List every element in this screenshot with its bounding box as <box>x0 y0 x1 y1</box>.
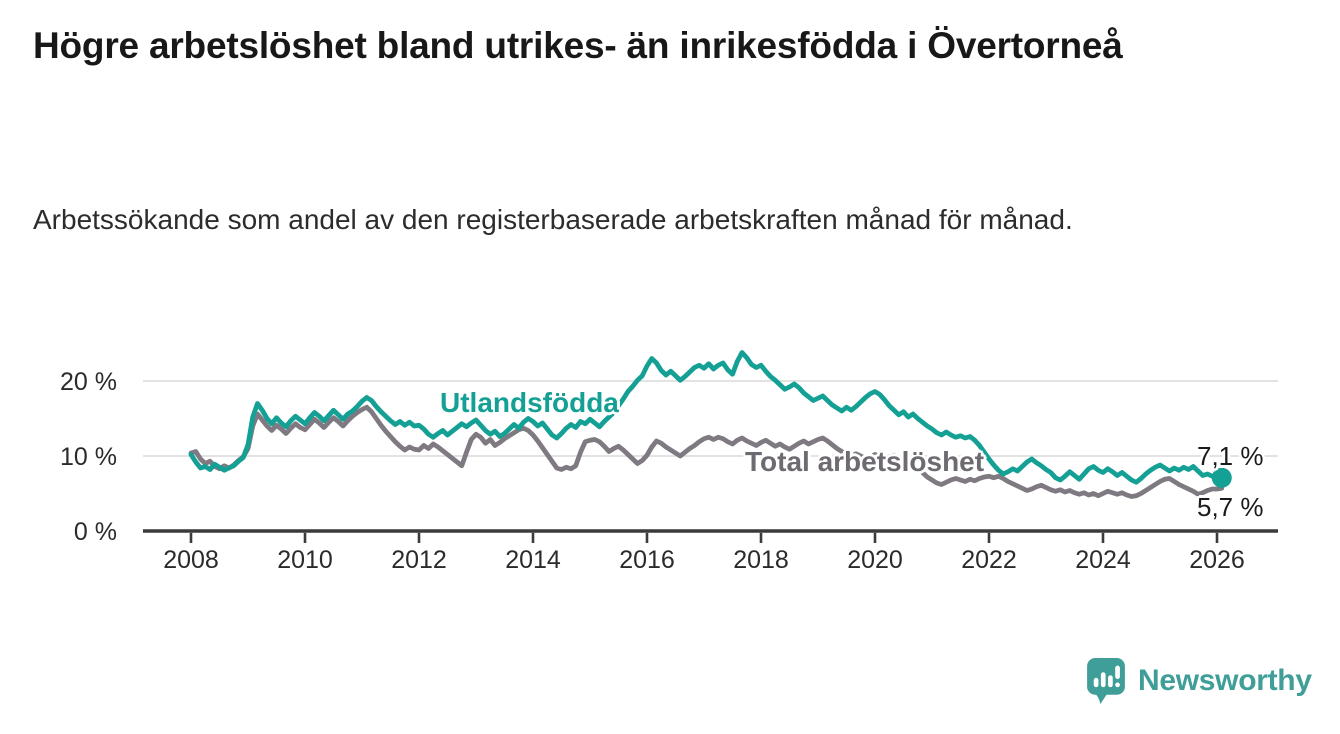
x-tick-label-2016: 2016 <box>619 546 675 574</box>
y-tick-label-20: 20 % <box>60 368 117 396</box>
exclamation-bar <box>1115 665 1120 679</box>
x-tick-label-2012: 2012 <box>391 546 447 574</box>
x-tick-label-2014: 2014 <box>505 546 561 574</box>
x-tick-label-2008: 2008 <box>163 546 219 574</box>
x-tick-label-2020: 2020 <box>847 546 903 574</box>
end-value-total: 5,7 % <box>1197 492 1264 522</box>
speech-bubble-shape <box>1087 658 1125 704</box>
bar-2 <box>1100 672 1106 688</box>
chart-subtitle: Arbetssökande som andel av den registerb… <box>33 204 1073 235</box>
x-tick-label-2018: 2018 <box>733 546 789 574</box>
series-line-total-arbetsl-shet <box>188 404 1225 499</box>
newsworthy-bubble-chart-icon <box>1087 658 1125 704</box>
x-tick-label-2022: 2022 <box>961 546 1017 574</box>
bar-3 <box>1108 675 1113 688</box>
brand-name: Newsworthy <box>1138 664 1312 697</box>
y-tick-label-10: 10 % <box>60 443 117 471</box>
chart-title: Högre arbetslöshet bland utrikes- än inr… <box>33 25 1123 66</box>
latest-value-dot <box>1211 467 1232 488</box>
series-label-total-arbetsloshet: Total arbetslöshet <box>745 446 985 477</box>
x-tick-label-2010: 2010 <box>277 546 333 574</box>
series-line-utlandsf-dda <box>188 350 1225 485</box>
bar-1 <box>1093 677 1099 688</box>
y-tick-label-0: 0 % <box>74 518 117 546</box>
series-label-utlandsfodda: Utlandsfödda <box>440 387 619 418</box>
x-tick-label-2024: 2024 <box>1075 546 1131 574</box>
end-value-utlandsfodda: 7,1 % <box>1197 441 1264 471</box>
newsworthy-logo: Newsworthy <box>1087 658 1312 704</box>
x-tick-label-2026: 2026 <box>1189 546 1245 574</box>
exclamation-dot <box>1115 682 1120 688</box>
